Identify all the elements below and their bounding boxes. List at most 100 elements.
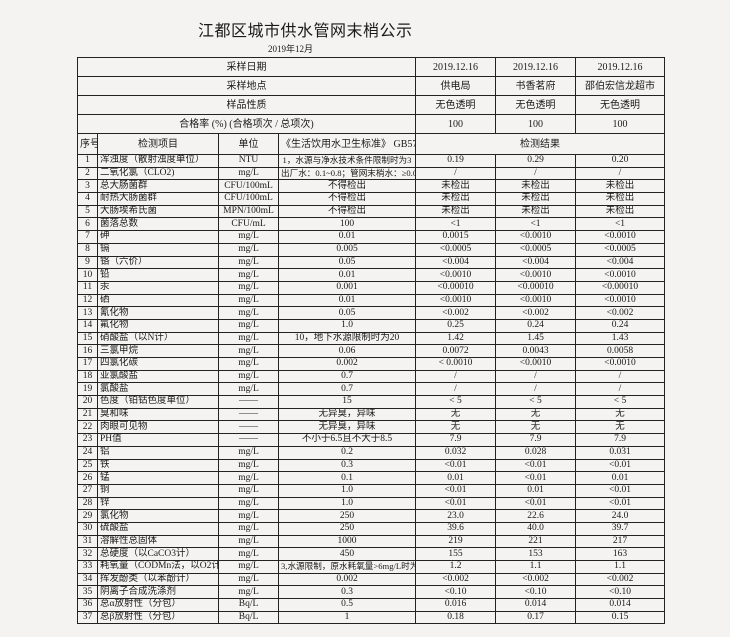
row-result: 未检出: [415, 204, 496, 219]
row-standard: 0.7: [278, 382, 416, 397]
row-result: <0.01: [495, 496, 576, 511]
row-unit: mg/L: [218, 344, 279, 358]
table-row: 33 耗氧量（CODMn法，以O2计） mg/L 3,水源限制，原水耗氧量>6mg/L…: [77, 560, 665, 574]
row-seq: 8: [77, 242, 98, 257]
table-row: 14 氟化物 mg/L 1.0 0.25 0.24 0.24: [77, 318, 665, 333]
col-seq: 序号: [77, 133, 98, 155]
row-item: 溶解性总固体: [97, 534, 219, 549]
row-result: 未检出: [575, 192, 665, 206]
row-standard: 不小于6.5且不大于8.5: [278, 433, 416, 447]
row-result: 未检出: [575, 179, 665, 194]
row-standard: 250: [278, 509, 416, 523]
row-seq: 6: [77, 217, 98, 232]
row-result: <0.0010: [495, 230, 576, 244]
row-result: /: [495, 166, 576, 181]
row-result: < 0.0010: [415, 357, 496, 371]
row-result: 无: [415, 420, 496, 435]
col-results: 检测结果: [415, 133, 665, 155]
row-result: 0.24: [575, 318, 665, 333]
table-row: 26 锰 mg/L 0.1 0.01 <0.01 0.01: [77, 471, 665, 485]
row-item: 铝: [97, 445, 219, 460]
row-result: /: [495, 382, 576, 397]
col-standard: 《生活饮用水卫生标准》 GB5749: [278, 133, 416, 155]
row-seq: 34: [77, 572, 98, 587]
table-row: 5 大肠埃希氏菌 MPN/100mL 不得检出 未检出 未检出 未检出: [77, 204, 665, 219]
row-result: 7.9: [575, 433, 665, 447]
row-seq: 22: [77, 420, 98, 435]
row-unit: mg/L: [218, 496, 279, 511]
row-seq: 36: [77, 598, 98, 612]
row-unit: mg/L: [218, 255, 279, 270]
row-unit: mg/L: [218, 547, 279, 561]
row-standard: 0.7: [278, 369, 416, 384]
row-item: 阴离子合成洗涤剂: [97, 585, 219, 600]
table-row: 8 镉 mg/L 0.005 <0.0005 <0.0005 <0.0005: [77, 242, 665, 257]
row-result: < 5: [495, 395, 576, 409]
row-result: 0.0015: [415, 230, 496, 244]
table-row: 34 挥发酚类（以苯酚计） mg/L 0.002 <0.002 <0.002 <0.002: [77, 572, 665, 587]
row-unit: ——: [218, 407, 279, 422]
row-standard: 0.2: [278, 445, 416, 460]
row-unit: NTU: [218, 154, 279, 168]
row-result: /: [415, 369, 496, 384]
column-header-row: 序号 检测项目 单位 《生活饮用水卫生标准》 GB5749 检测结果: [77, 133, 665, 155]
row-standard: 1.0: [278, 318, 416, 333]
row-standard: 0.005: [278, 242, 416, 257]
row-standard: 出厂水：0.1~0.8；管网末梢水：≥0.02: [278, 166, 416, 181]
row-item: 臭和味: [97, 407, 219, 422]
row-seq: 27: [77, 483, 98, 498]
row-standard: 不得检出: [278, 192, 416, 206]
row-seq: 21: [77, 407, 98, 422]
row-result: 0.25: [415, 318, 496, 333]
row-result: 无: [415, 407, 496, 422]
row-standard: 0.3: [278, 458, 416, 473]
row-result: 无: [575, 407, 665, 422]
row-result: <0.0005: [415, 242, 496, 257]
row-result: /: [495, 369, 576, 384]
row-result: 无: [495, 407, 576, 422]
row-standard: 10，地下水源限制时为20: [278, 331, 416, 346]
row-seq: 37: [77, 610, 98, 625]
table-row: 20 色度（铂钴色度单位） —— 15 < 5 < 5 < 5: [77, 395, 665, 409]
row-result: 0.01: [495, 483, 576, 498]
row-result: <0.0010: [415, 293, 496, 308]
row-seq: 2: [77, 166, 98, 181]
table-row: 27 铜 mg/L 1.0 <0.01 0.01 <0.01: [77, 483, 665, 498]
row-result: <0.0005: [575, 242, 665, 257]
row-item: 铁: [97, 458, 219, 473]
sampling-date-label: 采样日期: [77, 57, 416, 77]
document-subtitle: 2019年12月: [268, 44, 314, 54]
row-unit: mg/L: [218, 331, 279, 346]
row-item: 铬（六价）: [97, 255, 219, 270]
row-unit: ——: [218, 433, 279, 447]
sampling-date: 2019.12.16: [495, 57, 576, 77]
row-result: 23.0: [415, 509, 496, 523]
row-result: 0.24: [495, 318, 576, 333]
row-result: 1.1: [495, 560, 576, 574]
row-seq: 17: [77, 357, 98, 371]
row-standard: 0.01: [278, 293, 416, 308]
row-item: 铜: [97, 483, 219, 498]
row-result: 0.18: [415, 610, 496, 625]
row-result: 0.01: [415, 471, 496, 485]
row-item: 汞: [97, 280, 219, 295]
row-standard: 1.0: [278, 483, 416, 498]
table-row: 28 锌 mg/L 1.0 <0.01 <0.01 <0.01: [77, 496, 665, 511]
row-item: 硝酸盐（以N计）: [97, 331, 219, 346]
row-result: 未检出: [415, 179, 496, 194]
row-standard: 0.002: [278, 572, 416, 587]
row-result: 0.29: [495, 154, 576, 168]
row-standard: 无异臭，异味: [278, 420, 416, 435]
row-item: 三氯甲烷: [97, 344, 219, 358]
row-item: 氟化物: [97, 318, 219, 333]
row-seq: 18: [77, 369, 98, 384]
row-unit: CFU/100mL: [218, 179, 279, 194]
row-seq: 13: [77, 306, 98, 320]
row-standard: 250: [278, 521, 416, 536]
row-result: 1.43: [575, 331, 665, 346]
row-result: <1: [495, 217, 576, 232]
row-result: <0.00010: [575, 280, 665, 295]
row-result: 未检出: [495, 179, 576, 194]
row-result: <0.01: [575, 496, 665, 511]
row-result: 0.0058: [575, 344, 665, 358]
